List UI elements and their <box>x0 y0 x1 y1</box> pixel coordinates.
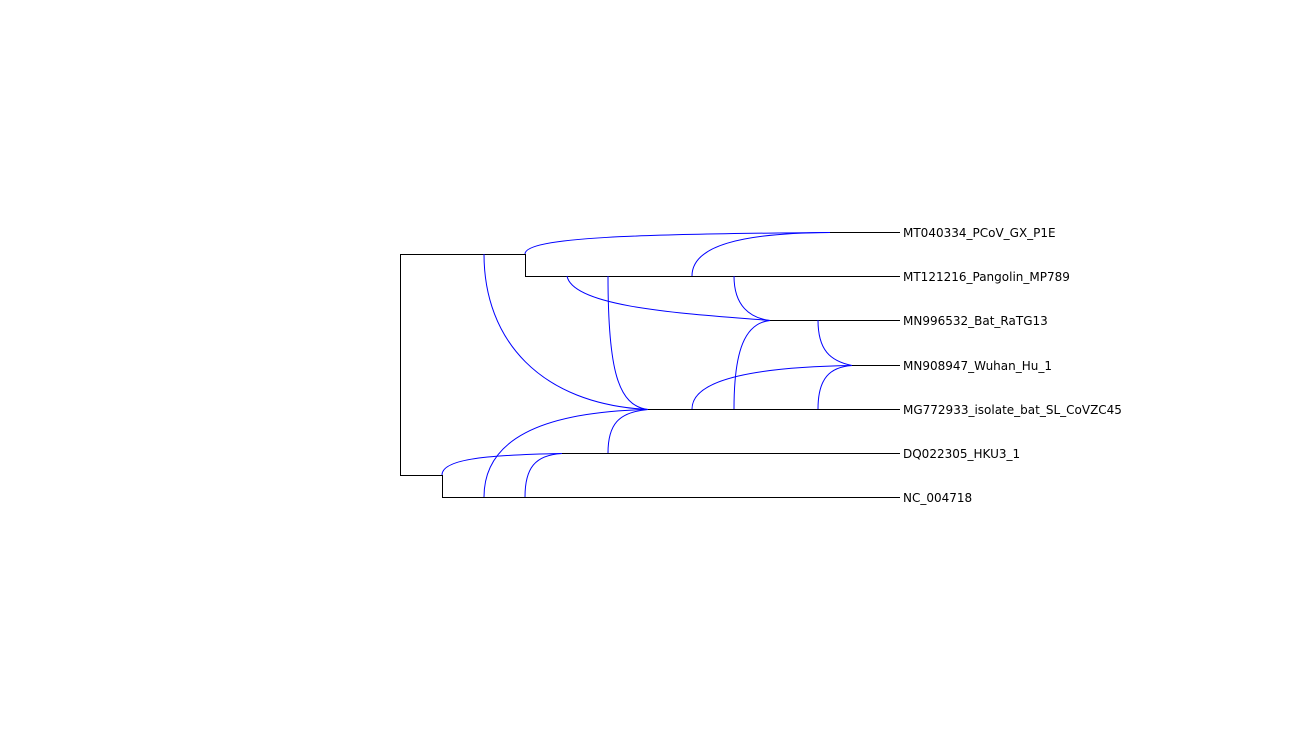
reticulation-edge <box>817 319 853 366</box>
reticulation-edge <box>733 320 771 410</box>
leaf-labels: MT040334_PCoV_GX_P1E MT121216_Pangolin_M… <box>903 226 1122 505</box>
leaf-label-mg772933: MG772933_isolate_bat_SL_CoVZC45 <box>903 403 1122 417</box>
leaf-label-mn996532: MN996532_Bat_RaTG13 <box>903 314 1048 328</box>
reticulation-edge <box>607 275 649 410</box>
tree-edges <box>400 232 900 498</box>
reticulation-edges <box>441 232 853 498</box>
reticulation-edge <box>691 365 853 410</box>
reticulation-edge <box>733 275 771 321</box>
reticulation-edge <box>483 253 649 410</box>
leaf-label-dq022305: DQ022305_HKU3_1 <box>903 447 1020 461</box>
reticulation-edge <box>817 365 853 410</box>
reticulation-edge <box>524 232 831 255</box>
reticulation-edge <box>483 409 649 498</box>
leaf-label-mn908947: MN908947_Wuhan_Hu_1 <box>903 359 1052 373</box>
reticulation-edge <box>607 409 649 454</box>
reticulation-edge <box>566 275 771 321</box>
reticulation-edge <box>524 453 563 498</box>
reticulation-edge <box>441 453 563 476</box>
leaf-label-mt121216: MT121216_Pangolin_MP789 <box>903 270 1070 284</box>
reticulation-edge <box>691 232 831 277</box>
leaf-label-nc004718: NC_004718 <box>903 491 972 505</box>
leaf-label-mt040334: MT040334_PCoV_GX_P1E <box>903 226 1056 240</box>
